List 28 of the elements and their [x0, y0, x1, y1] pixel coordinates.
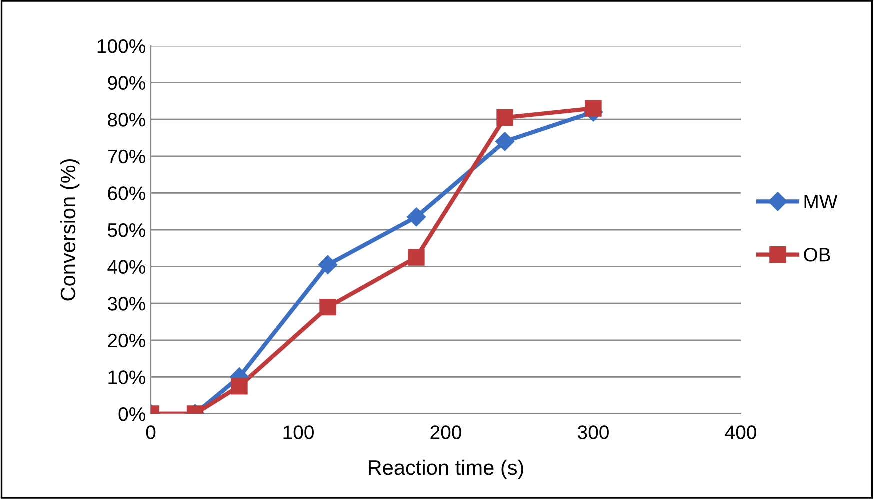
point	[406, 208, 426, 227]
y-tick-label: 20%	[108, 334, 146, 348]
point	[231, 378, 248, 395]
y-tick-label: 80%	[108, 113, 146, 127]
x-axis-title: Reaction time (s)	[368, 460, 524, 480]
y-tick-label: 0%	[118, 407, 146, 422]
y-tick-label: 40%	[108, 260, 146, 274]
y-tick-label: 60%	[108, 186, 146, 200]
x-tick-label: 400	[725, 426, 756, 440]
x-tick-label: 200	[430, 426, 462, 440]
y-tick-label: 30%	[108, 297, 146, 311]
x-tick-label: 0	[146, 426, 156, 440]
point	[318, 255, 338, 274]
y-axis-title: Conversion (%)	[60, 160, 80, 301]
y-tick-label: 90%	[108, 76, 146, 90]
y-tick-label: 50%	[108, 223, 146, 238]
point	[320, 298, 336, 316]
y-tick-label: 70%	[108, 150, 146, 164]
point	[408, 249, 425, 266]
x-tick-label: 100	[284, 426, 314, 440]
y-tick-label: 10%	[108, 370, 146, 384]
x-tick-label: 300	[578, 426, 609, 440]
point	[495, 132, 515, 152]
legend-label: MW	[804, 195, 838, 208]
legend-label: OB	[804, 248, 830, 262]
point	[585, 100, 602, 117]
y-tick-label: 100%	[98, 39, 146, 54]
point	[496, 109, 514, 126]
